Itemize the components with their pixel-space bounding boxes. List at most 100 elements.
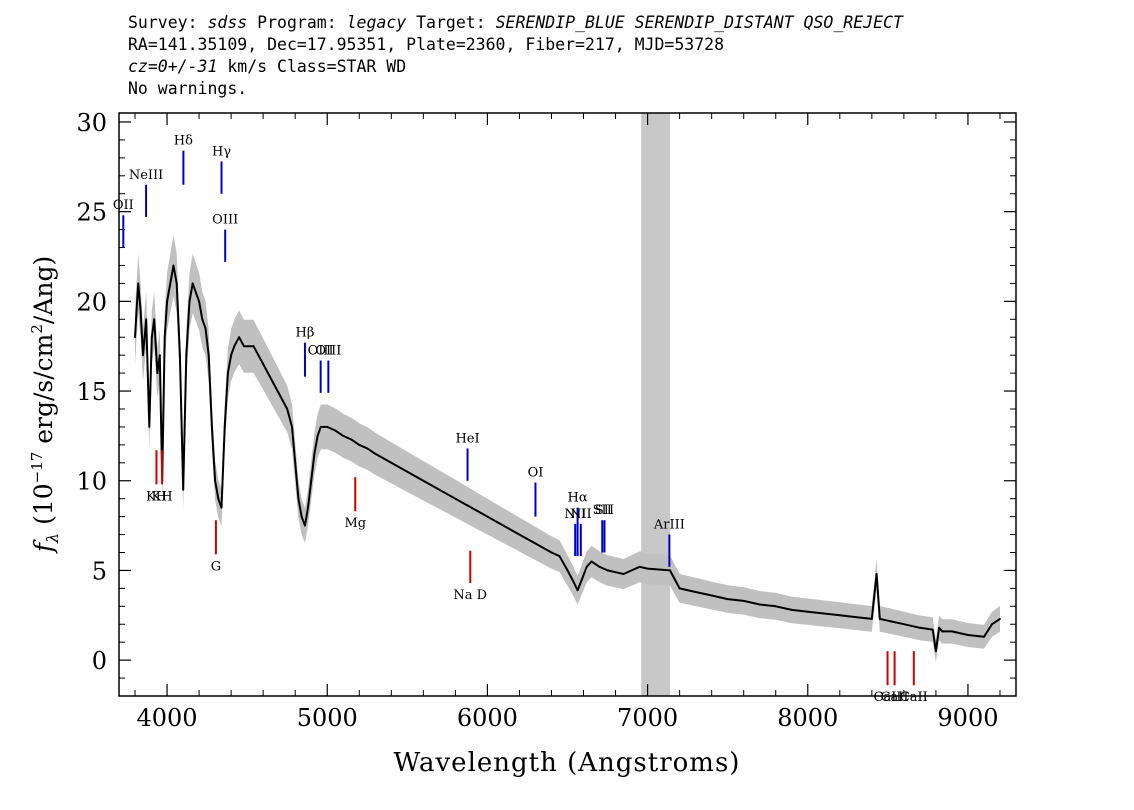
absorption-line-label: CaII — [874, 690, 902, 705]
flux-point — [646, 567, 649, 570]
flux-point — [902, 623, 905, 626]
flux-point — [710, 594, 713, 597]
flux-line — [134, 264, 1001, 653]
y-tick-label: 5 — [92, 557, 107, 585]
flux-point — [983, 635, 985, 638]
flux-point — [163, 336, 166, 339]
flux-point — [207, 354, 210, 357]
flux-point — [323, 426, 325, 428]
x-tick-label: 5000 — [297, 704, 358, 732]
flux-point — [630, 569, 633, 572]
y-tick-label: 30 — [76, 109, 107, 137]
flux-point — [614, 571, 617, 574]
flux-point — [454, 497, 457, 500]
flux-point — [238, 336, 241, 339]
program-value: legacy — [346, 13, 407, 32]
flux-point — [319, 426, 322, 428]
class-value: km/s Class=STAR WD — [217, 57, 407, 76]
y-tick-label: 25 — [76, 199, 107, 227]
flux-point — [201, 318, 204, 321]
flux-point — [145, 318, 148, 321]
header-line-warnings: No warnings. — [128, 79, 248, 98]
target-value: SERENDIP_BLUE SERENDIP_DISTANT QSO_REJEC… — [495, 13, 903, 32]
flux-point — [486, 515, 489, 518]
flux-point — [534, 542, 537, 545]
y-label-mid: erg/s/cm — [29, 333, 58, 451]
y-label-subscript: λ — [43, 533, 62, 544]
flux-point — [220, 506, 223, 509]
error-band — [135, 235, 1000, 663]
y-label-post: /Ang) — [29, 256, 58, 324]
emission-line-label: NeIII — [129, 168, 163, 183]
flux-point — [502, 524, 505, 527]
spectrum-header: Survey: sdss Program: legacy Target: SER… — [128, 12, 903, 100]
flux-point — [571, 578, 574, 581]
emission-line-label: OIII — [308, 344, 334, 359]
masked-region — [641, 113, 671, 696]
flux-point — [139, 309, 142, 312]
flux-point — [223, 426, 226, 428]
flux-point — [316, 434, 319, 437]
emission-line-label: OIII — [315, 344, 341, 359]
flux-point — [678, 587, 681, 590]
y-tick-label: 10 — [76, 468, 107, 496]
flux-point — [358, 443, 361, 446]
flux-point — [550, 551, 553, 554]
flux-point — [156, 372, 159, 375]
survey-label: Survey: — [128, 13, 208, 32]
emission-line-label: Hδ — [174, 134, 193, 149]
emission-line-label: HeI — [455, 431, 479, 446]
flux-point — [669, 569, 671, 572]
flux-point — [390, 461, 393, 464]
flux-point — [590, 560, 593, 563]
flux-point — [581, 578, 583, 581]
program-label: Program: — [247, 13, 347, 32]
absorption-line-label: Na D — [453, 588, 487, 603]
flux-point — [276, 390, 279, 392]
survey-value: sdss — [207, 13, 248, 32]
flux-point — [134, 336, 136, 339]
flux-point — [214, 479, 217, 482]
flux-point — [374, 452, 377, 455]
flux-point — [148, 426, 151, 428]
flux-point — [252, 345, 255, 348]
x-tick-label: 7000 — [617, 704, 678, 732]
flux-point — [918, 626, 921, 629]
flux-point — [886, 619, 889, 622]
emission-line-label: SII — [593, 503, 612, 518]
flux-point — [217, 497, 220, 500]
flux-point — [422, 479, 425, 482]
flux-point — [175, 282, 178, 285]
flux-point — [576, 589, 579, 592]
flux-point — [838, 614, 841, 617]
y-label-f: f — [29, 539, 58, 554]
flux-point — [999, 617, 1001, 620]
flux-point — [991, 623, 993, 626]
emission-line-label: Hγ — [212, 144, 231, 159]
y-tick-label: 20 — [76, 288, 107, 316]
flux-point — [233, 345, 236, 348]
flux-point — [694, 591, 697, 593]
flux-point — [558, 555, 561, 557]
flux-point — [169, 282, 172, 285]
flux-point — [822, 612, 825, 615]
header-line-survey: Survey: sdss Program: legacy Target: SER… — [128, 12, 903, 34]
absorption-line-label: KH — [146, 489, 167, 504]
header-line-coordinates: RA=141.35109, Dec=17.95351, Plate=2360, … — [128, 35, 725, 54]
redshift-value: cz=0+/-31 — [128, 57, 218, 76]
flux-point — [271, 381, 274, 383]
flux-point — [191, 282, 194, 285]
flux-point — [366, 447, 369, 450]
flux-point — [185, 354, 188, 357]
flux-point — [178, 354, 181, 357]
flux-point — [742, 600, 745, 602]
flux-point — [774, 605, 777, 608]
flux-point — [638, 565, 641, 568]
flux-point — [935, 650, 937, 653]
absorption-line-label: G — [211, 559, 221, 574]
emission-line-label: Hβ — [296, 326, 315, 341]
flux-point — [211, 426, 213, 428]
emission-line-label: NII — [570, 507, 592, 522]
flux-point — [286, 408, 289, 410]
flux-point — [257, 354, 260, 357]
